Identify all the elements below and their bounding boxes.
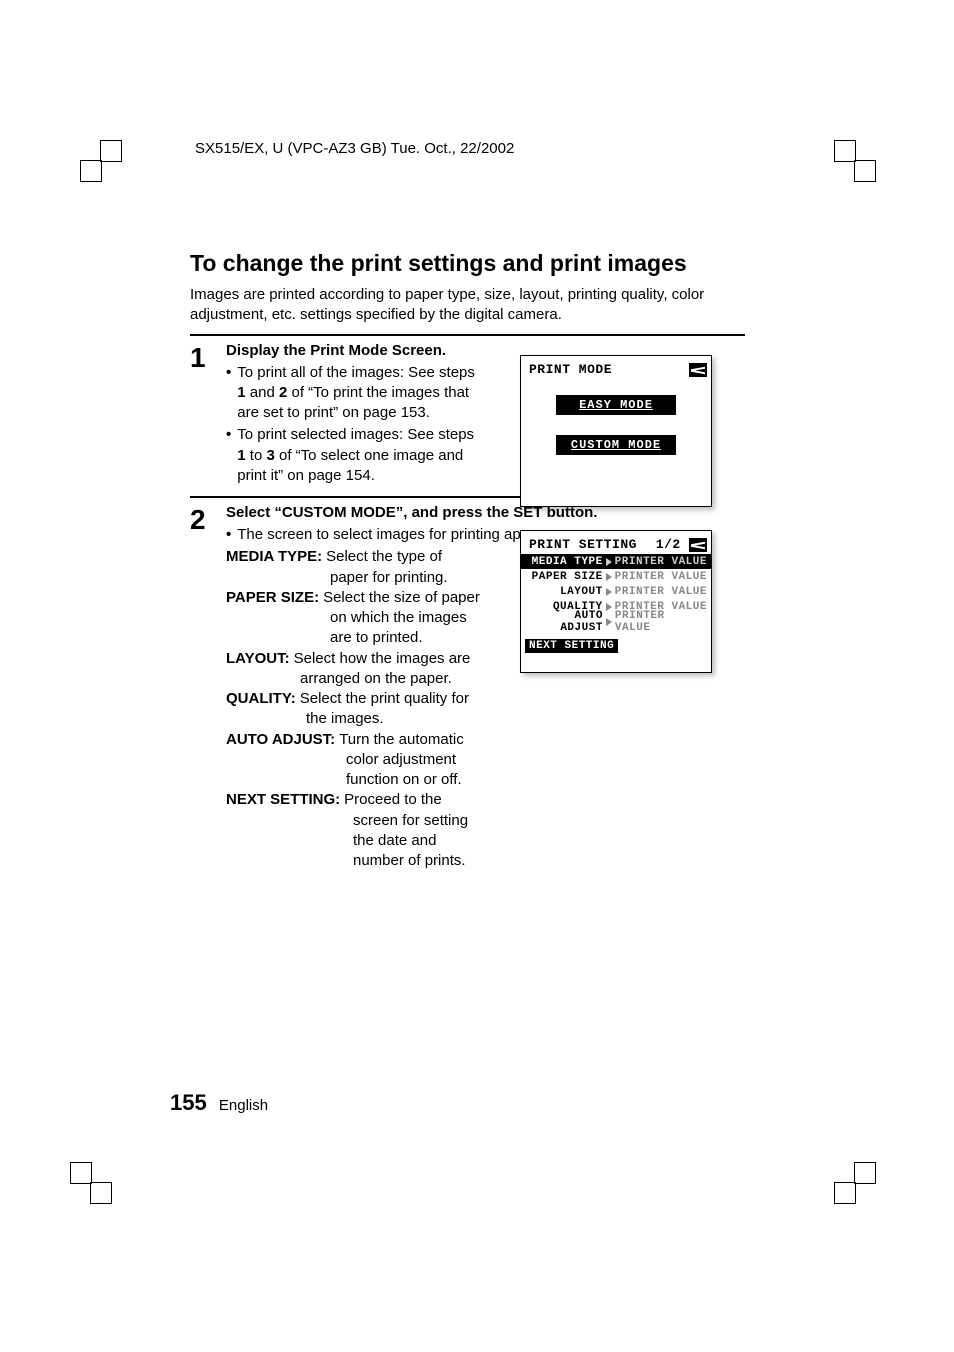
next-setting-val2: screen for setting: [226, 811, 745, 831]
lcd2-row-value: PRINTER VALUE: [615, 586, 707, 598]
crop-mark-br: [834, 1162, 874, 1202]
lcd1-title: PRINT MODE: [529, 362, 612, 377]
wave-icon: [689, 538, 707, 552]
media-type-label: MEDIA TYPE:: [226, 547, 322, 567]
quality-val1: Select the print quality for: [300, 689, 745, 709]
arrow-right-icon: [606, 573, 612, 581]
next-setting-val3: the date and: [226, 831, 745, 851]
lcd2-page: 1/2: [656, 537, 681, 552]
step-1-number: 1: [190, 344, 214, 372]
lcd-print-mode: PRINT MODE EASY MODE CUSTOM MODE: [520, 355, 712, 507]
lcd2-row-value: PRINTER VALUE: [615, 556, 707, 568]
lcd2-title-row: PRINT SETTING 1/2: [521, 531, 711, 554]
step1-b1-bold1: 1: [237, 384, 245, 401]
wave-icon: [689, 363, 707, 377]
next-setting-label: NEXT SETTING:: [226, 790, 340, 810]
layout-label: LAYOUT:: [226, 649, 290, 669]
divider-half: [190, 496, 527, 498]
bullet-dot-icon: •: [226, 363, 231, 424]
page-footer: 155 English: [170, 1090, 268, 1116]
next-setting-val1: Proceed to the: [344, 790, 745, 810]
step1-b1-and: and: [246, 384, 279, 401]
lcd2-rows: MEDIA TYPE PRINTER VALUE PAPER SIZE PRINTER…: [521, 554, 711, 629]
lcd2-row: MEDIA TYPE PRINTER VALUE: [521, 554, 711, 569]
lcd1-title-row: PRINT MODE: [521, 356, 711, 379]
lcd2-row-label: MEDIA TYPE: [532, 556, 603, 568]
step1-b2-bold1: 1: [237, 447, 245, 464]
header-doc-info: SX515/EX, U (VPC-AZ3 GB) Tue. Oct., 22/2…: [195, 140, 514, 157]
quality-label: QUALITY:: [226, 689, 296, 709]
custom-mode-button: CUSTOM MODE: [556, 435, 676, 455]
def-auto-adjust: AUTO ADJUST: Turn the automatic: [226, 730, 745, 750]
arrow-right-icon: [606, 588, 612, 596]
arrow-right-icon: [606, 558, 612, 566]
step1-b1-rest1: of “To print the images that: [287, 384, 469, 401]
lcd2-row-label: AUTO ADJUST: [525, 610, 603, 634]
lcd2-title: PRINT SETTING: [529, 537, 637, 552]
lcd2-row: PAPER SIZE PRINTER VALUE: [521, 569, 711, 584]
arrow-right-icon: [606, 603, 612, 611]
crop-mark-tl: [80, 140, 120, 180]
bullet-dot-icon: •: [226, 525, 231, 545]
lcd2-row: LAYOUT PRINTER VALUE: [521, 584, 711, 599]
paper-size-label: PAPER SIZE:: [226, 588, 319, 608]
def-quality: QUALITY: Select the print quality for: [226, 689, 745, 709]
intro-text: Images are printed according to paper ty…: [190, 285, 745, 326]
step1-b2-l3: print it” on page 154.: [237, 467, 375, 484]
lcd2-page-wrap: 1/2: [656, 537, 707, 552]
step1-b2-bold3: 3: [266, 447, 274, 464]
step1-b1-l1: To print all of the images: See steps: [237, 364, 475, 381]
bullet-dot-icon: •: [226, 425, 231, 486]
divider: [190, 334, 745, 336]
page-number: 155: [170, 1090, 207, 1115]
lcd2-row-value: PRINTER VALUE: [615, 610, 707, 634]
page-title: To change the print settings and print i…: [190, 250, 745, 277]
next-setting-chip: NEXT SETTING: [525, 639, 618, 653]
auto-adjust-val2: color adjustment: [226, 750, 745, 770]
lcd2-row-value: PRINTER VALUE: [615, 571, 707, 583]
lcd-print-setting: PRINT SETTING 1/2 MEDIA TYPE PRINTER VALU…: [520, 530, 712, 673]
step1-b2-mid: to: [246, 447, 267, 464]
auto-adjust-label: AUTO ADJUST:: [226, 730, 335, 750]
auto-adjust-val1: Turn the automatic: [339, 730, 745, 750]
lcd2-row: AUTO ADJUSTPRINTER VALUE: [521, 614, 711, 629]
step1-b2-l1: To print selected images: See steps: [237, 426, 474, 443]
arrow-right-icon: [606, 618, 612, 626]
lcd2-row-label: PAPER SIZE: [532, 571, 603, 583]
step1-b1-rest2: are set to print” on page 153.: [237, 404, 430, 421]
crop-mark-tr: [834, 140, 874, 180]
next-setting-val4: number of prints.: [226, 851, 745, 871]
def-next-setting: NEXT SETTING: Proceed to the: [226, 790, 745, 810]
page-language: English: [219, 1097, 268, 1114]
lcd2-row-label: LAYOUT: [560, 586, 603, 598]
step-2-number: 2: [190, 506, 214, 534]
crop-mark-bl: [70, 1162, 110, 1202]
easy-mode-button: EASY MODE: [556, 395, 676, 415]
quality-val2: the images.: [226, 709, 745, 729]
auto-adjust-val3: function on or off.: [226, 770, 745, 790]
step1-b2-rest: of “To select one image and: [275, 447, 463, 464]
